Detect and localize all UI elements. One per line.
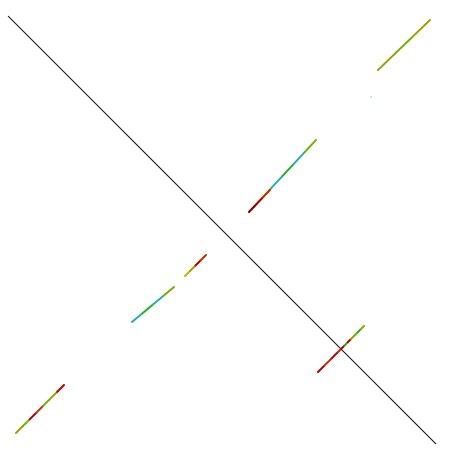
alignment-dot-run [42,397,52,407]
alignment-dot-run [330,351,339,360]
alignment-dot-run [189,264,197,272]
alignment-segment [184,254,207,277]
alignment-dot-run [162,286,175,297]
alignment-dot-run [323,357,333,367]
alignment-dot-run [184,269,192,277]
alignment-dot-run [394,35,414,55]
alignment-dot-run [317,364,326,373]
alignment-dot-run [28,411,38,421]
alignment-dot-run [248,203,257,213]
alignment-segments [15,19,431,434]
alignment-segment [337,325,365,353]
alignment-segment [248,189,271,213]
alignment-dot-run [270,175,284,189]
stray-dot [370,96,372,98]
alignment-dot-run [255,196,264,206]
alignment-segment [317,351,339,373]
alignment-dot-run [56,384,65,393]
alignment-dot-run [199,254,207,262]
alignment-segment [377,19,431,71]
alignment-dot-run [281,163,295,177]
alignment-dot-run [141,303,154,315]
alignment-dot-run [359,325,365,331]
alignment-dot-run [377,52,397,71]
alignment-dot-run [15,425,24,434]
alignment-dot-run [262,189,271,199]
alignment-dot-run [411,19,431,38]
alignment-dot-run [303,139,317,153]
alignment-segment [15,384,65,434]
alignment-dot-run [21,418,31,428]
alignment-dot-run [131,312,144,323]
alignment-dot-run [194,259,202,267]
alignment-dot-run [152,294,165,306]
alignment-dot-run [49,390,59,400]
alignment-dot-run [35,404,45,414]
alignment-dot-run [292,151,306,165]
alignment-segment [131,286,175,323]
main-diagonal-line [7,15,437,445]
